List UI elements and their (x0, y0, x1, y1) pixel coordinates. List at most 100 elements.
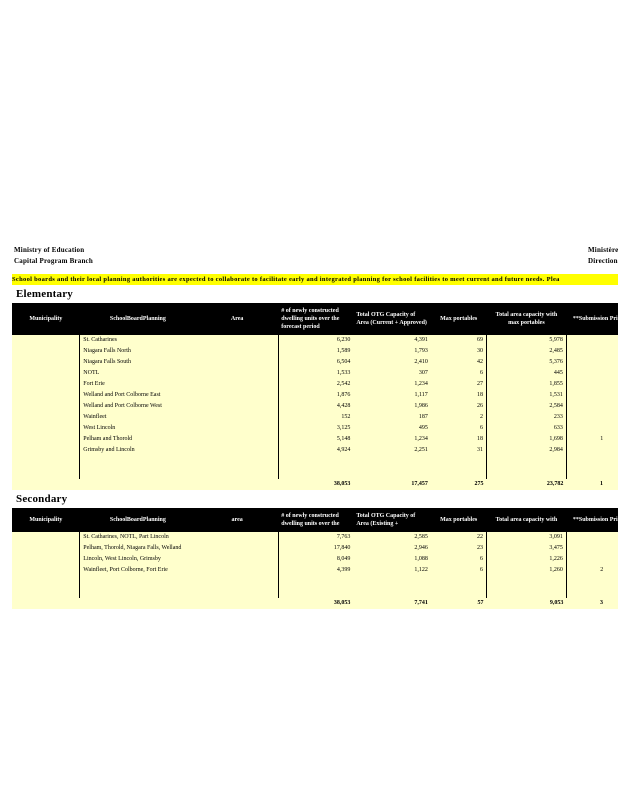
cell-school-board-planning: Wainfleet (79, 412, 196, 423)
cell-max-portables: 27 (430, 379, 487, 390)
cell-submission-priority (565, 335, 618, 346)
cell-submission-priority (565, 368, 618, 379)
cell-submission-priority (565, 346, 618, 357)
document-body: Ministry of Education Capital Program Br… (0, 240, 618, 609)
total-spacer-board (79, 597, 196, 609)
cell-area (195, 542, 279, 554)
cell-dwelling-units: 17,840 (277, 542, 354, 554)
cell-school-board-planning: Fort Erie (79, 379, 196, 390)
cell-submission-priority (565, 357, 618, 368)
ministry-line-en-2: Capital Program Branch (14, 257, 93, 265)
cell-municipality (12, 335, 80, 346)
cell-municipality (12, 542, 80, 554)
cell-max-portables: 2 (430, 412, 487, 423)
total-submission-priority: 3 (566, 597, 618, 609)
cell-max-portables: 6 (430, 423, 487, 434)
cell-municipality (12, 379, 80, 390)
cell-municipality (12, 423, 80, 434)
notice-banner: School boards and their local planning a… (12, 274, 618, 285)
cell-total-area-capacity: 633 (485, 423, 567, 434)
cell-total-area-capacity: 3,475 (485, 542, 567, 554)
cell-empty-1 (79, 575, 196, 587)
total-dwelling-units: 38,053 (278, 477, 354, 490)
letterhead-left: Ministry of Education Capital Program Br… (14, 245, 93, 267)
cell-empty-0 (12, 467, 80, 478)
total-spacer-board (79, 477, 196, 490)
cell-empty-7 (565, 456, 618, 467)
cell-empty-5 (430, 467, 487, 478)
secondary-table: Municipality SchoolBoardPlanning area # … (12, 507, 618, 609)
table-header-row: Municipality SchoolBoardPlanning Area # … (12, 303, 618, 335)
total-max-portables: 57 (430, 597, 487, 609)
cell-school-board-planning: Welland and Port Colborne West (79, 401, 196, 412)
cell-school-board-planning: Welland and Port Colborne East (79, 390, 196, 401)
cell-empty-2 (195, 575, 279, 587)
table-header-row: Municipality SchoolBoardPlanning area # … (12, 507, 618, 532)
cell-school-board-planning: St. Catharines (79, 335, 196, 346)
cell-area (195, 553, 279, 565)
cell-total-area-capacity: 2,584 (485, 401, 567, 412)
cell-municipality (12, 390, 80, 401)
table-row: Welland and Port Colborne East 1,876 1,117… (12, 390, 618, 401)
table-row: Fort Erie 2,542 1,234 27 1,855 (12, 379, 618, 390)
cell-empty-2 (195, 456, 279, 467)
cell-total-area-capacity: 1,226 (485, 553, 567, 565)
cell-submission-priority: 2 (565, 564, 618, 576)
cell-municipality (12, 564, 80, 576)
cell-area (195, 368, 279, 379)
cell-area (195, 531, 279, 543)
cell-total-otg-capacity: 187 (353, 412, 431, 423)
cell-total-area-capacity: 1,531 (485, 390, 567, 401)
total-submission-priority: 1 (566, 477, 618, 490)
cell-submission-priority (565, 412, 618, 423)
letterhead: Ministry of Education Capital Program Br… (0, 240, 618, 274)
table-row-blank (12, 575, 618, 587)
col-max-portables: Max portables (430, 303, 487, 335)
cell-dwelling-units: 1,533 (277, 368, 354, 379)
cell-submission-priority (565, 553, 618, 565)
cell-dwelling-units: 4,428 (277, 401, 354, 412)
cell-total-otg-capacity: 2,251 (353, 445, 431, 456)
cell-empty-2 (195, 467, 279, 478)
cell-total-area-capacity: 445 (485, 368, 567, 379)
cell-submission-priority: 1 (565, 434, 618, 445)
total-max-portables: 275 (430, 477, 487, 490)
cell-submission-priority (565, 445, 618, 456)
cell-total-otg-capacity: 2,946 (353, 542, 431, 554)
cell-empty-4 (353, 586, 431, 598)
cell-submission-priority (565, 401, 618, 412)
cell-total-otg-capacity: 1,234 (353, 379, 431, 390)
cell-school-board-planning: NOTL (79, 368, 196, 379)
cell-max-portables: 18 (430, 434, 487, 445)
total-label (12, 477, 80, 490)
cell-dwelling-units: 4,399 (277, 564, 354, 576)
cell-total-otg-capacity: 2,410 (353, 357, 431, 368)
col-max-portables: Max portables (430, 507, 487, 532)
ministry-line-fr-2: Direction (588, 257, 618, 265)
table-row-blank (12, 467, 618, 478)
col-total-area-capacity: Total area capacity with max portables (486, 303, 567, 335)
cell-dwelling-units: 6,230 (277, 335, 354, 346)
cell-max-portables: 22 (430, 531, 487, 543)
cell-submission-priority (565, 531, 618, 543)
cell-max-portables: 30 (430, 346, 487, 357)
elementary-table: Municipality SchoolBoardPlanning Area # … (12, 303, 618, 490)
cell-total-area-capacity: 1,698 (485, 434, 567, 445)
cell-total-otg-capacity: 1,122 (353, 564, 431, 576)
cell-total-area-capacity: 1,855 (485, 379, 567, 390)
cell-total-area-capacity: 5,376 (485, 357, 567, 368)
cell-submission-priority (565, 542, 618, 554)
cell-empty-0 (12, 575, 80, 587)
cell-empty-1 (79, 456, 196, 467)
table-row: Wainfleet, Port Colborne, Fort Erie 4,399… (12, 564, 618, 576)
col-total-otg-capacity: Total OTG Capacity of Area (Existing + (353, 507, 431, 532)
cell-dwelling-units: 3,125 (277, 423, 354, 434)
col-municipality: Municipality (12, 507, 80, 532)
cell-total-otg-capacity: 1,117 (353, 390, 431, 401)
cell-municipality (12, 445, 80, 456)
cell-municipality (12, 401, 80, 412)
